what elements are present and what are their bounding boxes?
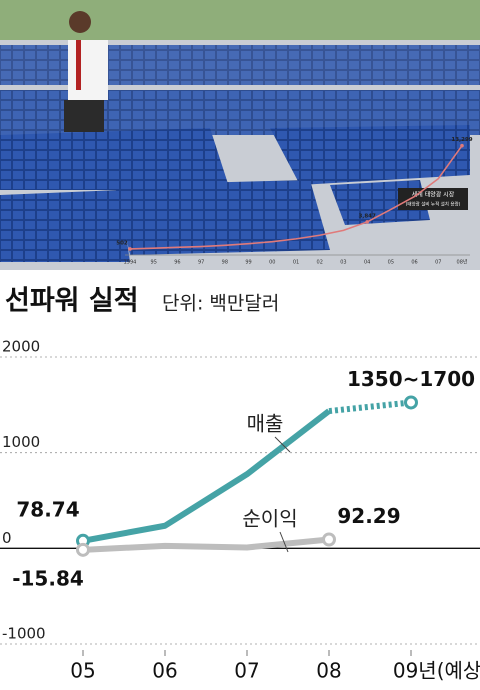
leader-line <box>274 436 291 453</box>
point-marker <box>76 542 90 557</box>
inset-title-box <box>398 188 468 210</box>
point-marker <box>404 395 418 410</box>
y-tick-label: 2000 <box>2 338 40 356</box>
series-name: 순이익 <box>242 507 297 531</box>
inset-x-label: 95 <box>151 260 157 266</box>
value-label: 1350~1700 <box>347 367 475 391</box>
x-tick-label: 08 <box>316 659 341 683</box>
inset-x-label: 02 <box>317 260 323 266</box>
inset-subtitle: (태양광 설비 누적 설치 용량) <box>406 201 461 208</box>
photo <box>0 0 480 270</box>
inset-x-label: 07 <box>435 260 441 266</box>
series-line <box>82 536 330 553</box>
chart-subtitle: 단위: 백만달러 <box>162 293 279 315</box>
inset-point <box>365 220 369 224</box>
value-label: -15.84 <box>12 566 84 590</box>
inset-x-label: 97 <box>198 260 204 266</box>
inset-value-label: 502 <box>116 240 128 246</box>
main-chart: -1000 0 1000 2000 05 06 07 08 09년(예상) 78.74 1350~1… <box>0 338 480 683</box>
series-line <box>82 408 331 544</box>
inset-point <box>460 143 464 148</box>
value-label: 78.74 <box>16 497 79 521</box>
y-tick-label: 0 <box>2 529 12 547</box>
inset-point <box>128 247 132 251</box>
point-marker <box>322 532 336 547</box>
inset-value-label: 13,299 <box>451 137 472 143</box>
inset-x-label: 04 <box>364 260 370 266</box>
y-tick-label: -1000 <box>2 625 46 643</box>
inset-x-label: 99 <box>245 260 251 266</box>
inset-x-label: 05 <box>388 260 394 266</box>
inset-x-label: 06 <box>411 260 417 266</box>
x-tick-label: 05 <box>70 659 95 683</box>
leader-line <box>279 531 289 553</box>
y-tick-label: 1000 <box>2 433 40 451</box>
projected-line <box>328 399 412 415</box>
x-tick-label: 06 <box>152 659 177 683</box>
x-tick-label: 09년(예상) <box>393 659 480 683</box>
inset-x-label: 98 <box>222 260 228 266</box>
x-tick-label: 07 <box>234 659 259 683</box>
inset-title: 세계 태양광 시장 <box>412 191 455 199</box>
chart-title: 선파워 실적 <box>5 286 139 317</box>
inset-x-label: 96 <box>174 260 180 266</box>
inset-line <box>129 145 463 250</box>
inset-x-label: 1994 <box>124 260 137 266</box>
series-name: 매출 <box>247 412 284 436</box>
inset-chart: 세계 태양광 시장 (태양광 설비 누적 설치 용량) 1994 95 96 97 98… <box>116 137 473 265</box>
inset-x-label: 00 <box>269 260 275 266</box>
inset-x-label: 01 <box>293 260 299 266</box>
value-label: 92.29 <box>337 504 400 528</box>
inset-value-label: 3,847 <box>358 213 376 219</box>
inset-x-label: 03 <box>340 260 346 266</box>
inset-x-label: 08년 <box>457 259 468 266</box>
